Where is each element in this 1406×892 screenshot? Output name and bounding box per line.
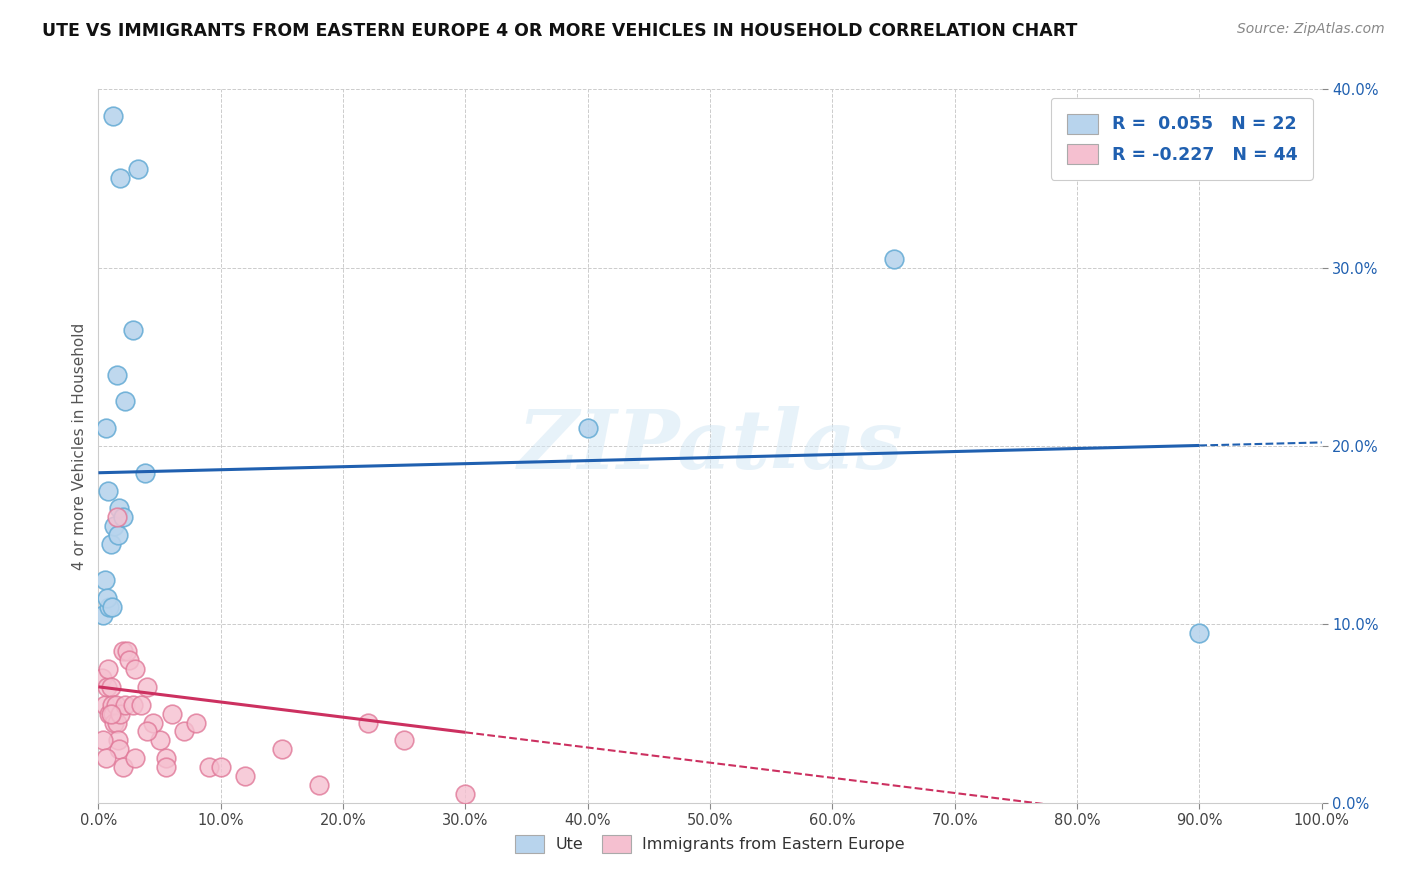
Y-axis label: 4 or more Vehicles in Household: 4 or more Vehicles in Household bbox=[72, 322, 87, 570]
Point bbox=[160, 706, 183, 721]
Point bbox=[110, 171, 132, 186]
Point bbox=[105, 510, 128, 524]
Text: ZIPatlas: ZIPatlas bbox=[517, 406, 903, 486]
Point bbox=[93, 698, 115, 712]
Point bbox=[270, 742, 294, 756]
Point bbox=[93, 573, 115, 587]
Point bbox=[149, 733, 172, 747]
Point bbox=[101, 599, 124, 614]
Point bbox=[118, 653, 141, 667]
Point bbox=[100, 706, 122, 721]
Point bbox=[454, 787, 477, 801]
Point bbox=[101, 706, 124, 721]
Point bbox=[97, 662, 120, 676]
Point bbox=[1188, 626, 1211, 640]
Point bbox=[111, 760, 134, 774]
Point bbox=[94, 751, 117, 765]
Point bbox=[136, 724, 159, 739]
Point bbox=[107, 528, 129, 542]
Point bbox=[124, 751, 146, 765]
Point bbox=[576, 421, 599, 435]
Point bbox=[155, 751, 177, 765]
Point bbox=[101, 109, 124, 123]
Point bbox=[127, 162, 149, 177]
Point bbox=[129, 698, 152, 712]
Point bbox=[91, 733, 114, 747]
Point bbox=[98, 706, 121, 721]
Point bbox=[233, 769, 256, 783]
Point bbox=[883, 252, 905, 266]
Point bbox=[103, 519, 125, 533]
Point bbox=[97, 483, 120, 498]
Point bbox=[103, 715, 125, 730]
Point bbox=[108, 742, 131, 756]
Point bbox=[114, 698, 136, 712]
Point bbox=[356, 715, 378, 730]
Point bbox=[121, 323, 143, 337]
Point bbox=[155, 760, 177, 774]
Point bbox=[100, 537, 122, 551]
Point bbox=[186, 715, 208, 730]
Point bbox=[173, 724, 195, 739]
Point bbox=[105, 368, 128, 382]
Legend: Ute, Immigrants from Eastern Europe: Ute, Immigrants from Eastern Europe bbox=[502, 822, 918, 866]
Point bbox=[101, 698, 124, 712]
Point bbox=[121, 698, 143, 712]
Point bbox=[392, 733, 416, 747]
Point bbox=[308, 778, 330, 792]
Point bbox=[124, 662, 146, 676]
Point bbox=[100, 680, 122, 694]
Point bbox=[96, 591, 118, 605]
Text: Source: ZipAtlas.com: Source: ZipAtlas.com bbox=[1237, 22, 1385, 37]
Point bbox=[96, 680, 118, 694]
Point bbox=[209, 760, 232, 774]
Point bbox=[111, 644, 134, 658]
Point bbox=[111, 510, 134, 524]
Point bbox=[114, 394, 136, 409]
Point bbox=[98, 599, 121, 614]
Point bbox=[94, 421, 117, 435]
Point bbox=[115, 644, 138, 658]
Point bbox=[197, 760, 219, 774]
Point bbox=[105, 715, 128, 730]
Point bbox=[110, 706, 132, 721]
Point bbox=[91, 671, 114, 685]
Point bbox=[136, 680, 159, 694]
Point bbox=[104, 698, 127, 712]
Point bbox=[108, 501, 131, 516]
Point bbox=[134, 466, 156, 480]
Point bbox=[107, 733, 129, 747]
Point bbox=[91, 608, 114, 623]
Text: UTE VS IMMIGRANTS FROM EASTERN EUROPE 4 OR MORE VEHICLES IN HOUSEHOLD CORRELATIO: UTE VS IMMIGRANTS FROM EASTERN EUROPE 4 … bbox=[42, 22, 1077, 40]
Point bbox=[142, 715, 165, 730]
